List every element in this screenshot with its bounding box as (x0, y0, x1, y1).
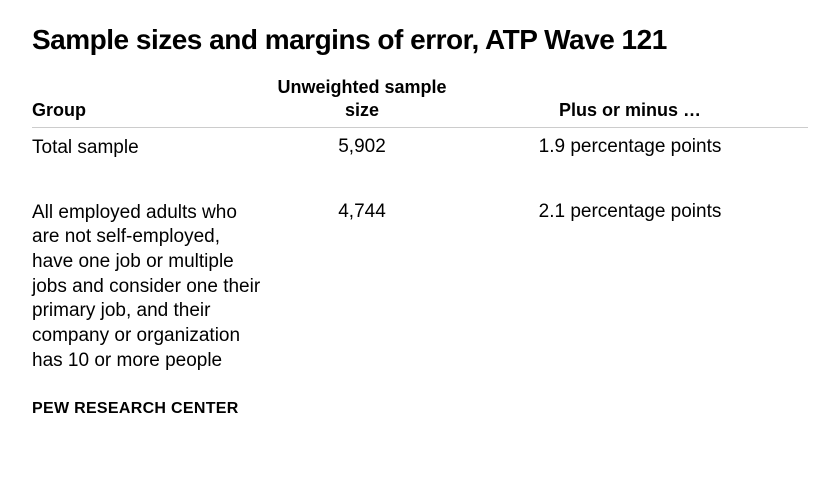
cell-margin: 2.1 percentage points (452, 201, 808, 223)
page-title: Sample sizes and margins of error, ATP W… (32, 24, 808, 56)
cell-group: All employed adults who are not self-emp… (32, 201, 272, 374)
cell-margin: 1.9 percentage points (452, 136, 808, 158)
header-margin: Plus or minus … (452, 100, 808, 121)
cell-sample: 4,744 (272, 201, 452, 223)
table-row: Total sample 5,902 1.9 percentage points (32, 128, 808, 169)
cell-group: Total sample (32, 136, 272, 161)
header-group: Group (32, 100, 272, 121)
row-spacer (32, 169, 808, 193)
table-header-row: Group Unweighted sample size Plus or min… (32, 76, 808, 128)
source-attribution: PEW RESEARCH CENTER (32, 400, 808, 418)
data-table: Group Unweighted sample size Plus or min… (32, 76, 808, 382)
table-row: All employed adults who are not self-emp… (32, 193, 808, 382)
cell-sample: 5,902 (272, 136, 452, 158)
header-sample: Unweighted sample size (272, 76, 452, 121)
